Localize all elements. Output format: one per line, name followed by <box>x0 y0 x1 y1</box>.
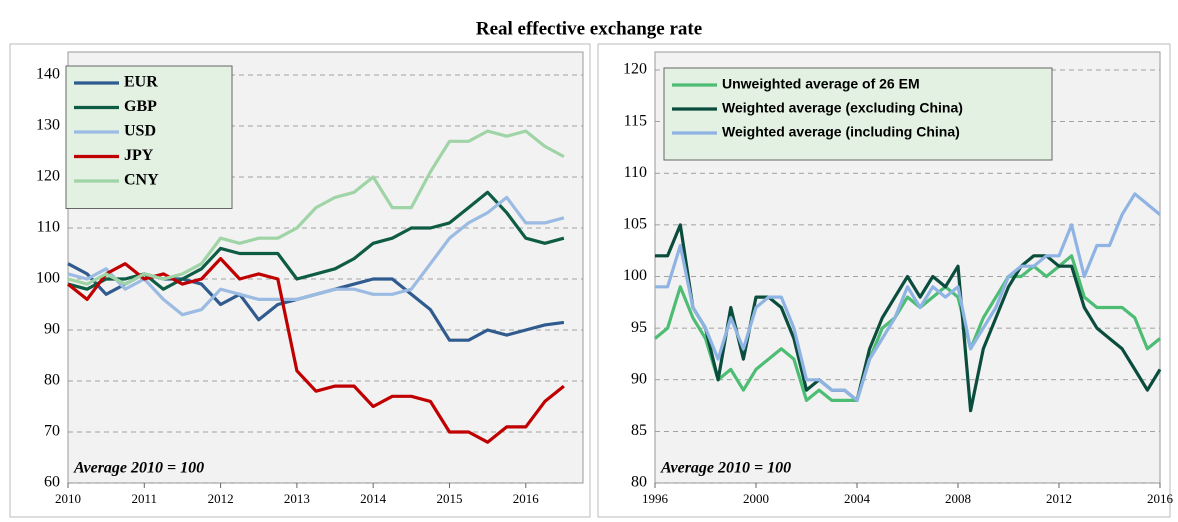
y-tick-label: 80 <box>44 372 60 389</box>
legend-box <box>65 65 233 209</box>
legend-label: USD <box>124 123 156 140</box>
y-tick-label: 90 <box>44 321 60 338</box>
series-line <box>66 257 565 444</box>
x-tick-label: 2013 <box>284 491 310 506</box>
legend-label: GBP <box>124 98 157 115</box>
annotation: Average 2010 = 100 <box>73 460 204 477</box>
y-tick-label: 60 <box>44 474 60 491</box>
legend-label: JPY <box>124 147 154 164</box>
y-tick-label: 130 <box>36 117 60 134</box>
legend-label: Weighted average (excluding China) <box>722 100 963 116</box>
series-line <box>67 195 565 317</box>
x-tick-label: 1996 <box>642 491 669 506</box>
y-tick-label: 80 <box>631 474 647 491</box>
y-tick-label: 140 <box>36 66 60 83</box>
series-line <box>653 254 1162 402</box>
x-tick-label: 2011 <box>132 491 158 506</box>
y-tick-label: 105 <box>623 216 647 233</box>
legend-label: Unweighted average of 26 EM <box>722 76 920 92</box>
series-line <box>655 192 1162 402</box>
x-tick-label: 2014 <box>360 491 387 506</box>
legend-label: CNY <box>124 172 159 189</box>
y-tick-label: 115 <box>624 112 647 129</box>
annotation: Average 2010 = 100 <box>660 460 791 477</box>
y-tick-label: 120 <box>623 61 647 78</box>
y-tick-label: 100 <box>623 267 647 284</box>
y-tick-label: 120 <box>36 168 60 185</box>
y-tick-label: 70 <box>44 423 60 440</box>
x-tick-label: 2004 <box>844 491 871 506</box>
y-tick-label: 95 <box>631 319 647 336</box>
x-tick-label: 2008 <box>945 491 971 506</box>
x-tick-label: 2016 <box>1147 491 1174 506</box>
x-tick-label: 2012 <box>208 491 234 506</box>
x-tick-label: 2012 <box>1046 491 1072 506</box>
series-line <box>67 190 565 291</box>
y-tick-label: 85 <box>631 422 647 439</box>
y-tick-label: 110 <box>624 164 647 181</box>
y-tick-label: 100 <box>36 270 60 287</box>
series-line <box>67 129 565 286</box>
figure-title: Real effective exchange rate <box>476 18 702 39</box>
legend-label: EUR <box>124 74 158 91</box>
x-tick-label: 2016 <box>513 491 540 506</box>
legend-box <box>663 67 1053 161</box>
y-tick-label: 90 <box>631 370 647 387</box>
x-tick-label: 2010 <box>55 491 81 506</box>
x-tick-label: 2015 <box>436 491 462 506</box>
legend-label: Weighted average (including China) <box>722 124 960 140</box>
y-tick-label: 110 <box>37 219 60 236</box>
x-tick-label: 2000 <box>743 491 769 506</box>
